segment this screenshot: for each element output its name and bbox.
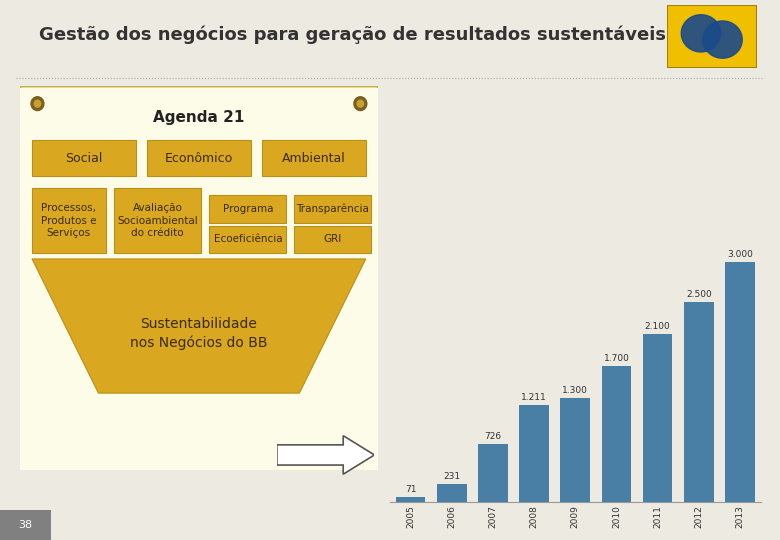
Polygon shape (277, 436, 374, 474)
Text: 231: 231 (443, 472, 460, 481)
Text: 2.100: 2.100 (645, 322, 671, 331)
Circle shape (34, 100, 41, 107)
Bar (725, 261, 755, 502)
Text: 71: 71 (405, 485, 417, 494)
FancyBboxPatch shape (209, 226, 286, 253)
Text: Ambiental: Ambiental (282, 152, 346, 165)
Polygon shape (703, 21, 743, 58)
Text: 1.300: 1.300 (562, 386, 588, 395)
Bar (684, 302, 714, 502)
Text: Famílias Envolvidas - mil: Famílias Envolvidas - mil (58, 435, 186, 445)
FancyBboxPatch shape (114, 188, 201, 253)
Text: 726: 726 (484, 432, 502, 441)
Polygon shape (681, 15, 721, 52)
FancyBboxPatch shape (16, 86, 382, 476)
FancyBboxPatch shape (32, 140, 136, 177)
Bar (478, 444, 508, 502)
Text: Transparência: Transparência (296, 204, 370, 214)
Bar (519, 405, 549, 502)
Text: 38: 38 (18, 520, 33, 530)
Circle shape (354, 97, 367, 111)
Text: Ecoeficiência: Ecoeficiência (214, 234, 282, 245)
FancyBboxPatch shape (294, 195, 371, 222)
Text: Avaliação
Socioambiental
do crédito: Avaliação Socioambiental do crédito (117, 203, 198, 238)
Text: Programa: Programa (222, 204, 273, 214)
FancyBboxPatch shape (262, 140, 366, 177)
FancyBboxPatch shape (209, 195, 286, 222)
Bar (395, 496, 425, 502)
Text: Sustentabilidade
nos Negócios do BB: Sustentabilidade nos Negócios do BB (130, 317, 268, 350)
FancyBboxPatch shape (294, 226, 371, 253)
Text: Gestão dos negócios para geração de resultados sustentáveis.: Gestão dos negócios para geração de resu… (39, 26, 673, 44)
Text: 1.211: 1.211 (521, 393, 547, 402)
Bar (560, 398, 590, 502)
Text: Social: Social (66, 152, 103, 165)
Text: Econômico: Econômico (165, 152, 233, 165)
Text: Processos,
Produtos e
Serviços: Processos, Produtos e Serviços (41, 203, 97, 238)
FancyBboxPatch shape (667, 5, 757, 68)
Text: 3.000: 3.000 (727, 249, 753, 259)
Text: Agenda 21: Agenda 21 (153, 110, 245, 125)
Text: Desenvolvimento Regional Sustentável: Desenvolvimento Regional Sustentável (39, 401, 271, 414)
Polygon shape (32, 259, 366, 393)
Circle shape (357, 100, 363, 107)
Bar (601, 366, 631, 502)
Bar (643, 334, 672, 502)
Bar (437, 484, 466, 502)
FancyBboxPatch shape (32, 188, 105, 253)
Text: 2.500: 2.500 (686, 290, 711, 299)
FancyBboxPatch shape (0, 510, 51, 540)
Text: GRI: GRI (324, 234, 342, 245)
FancyBboxPatch shape (147, 140, 251, 177)
Text: 1.700: 1.700 (604, 354, 629, 363)
Circle shape (31, 97, 44, 111)
